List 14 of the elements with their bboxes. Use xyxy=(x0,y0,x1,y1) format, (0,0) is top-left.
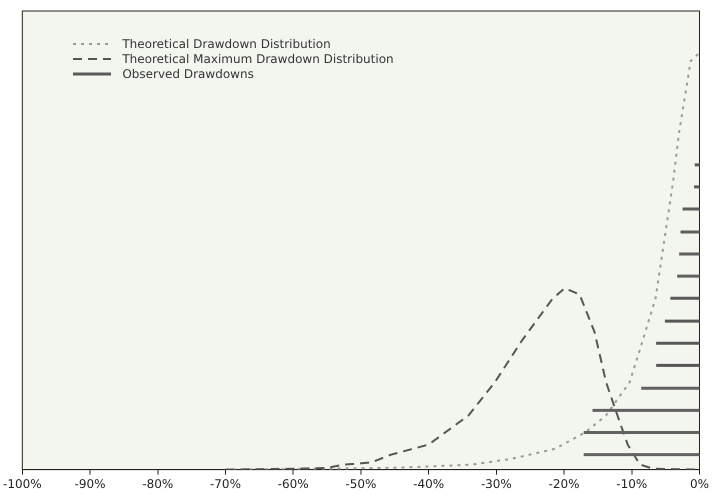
x-tick-label: -60% xyxy=(278,476,309,491)
x-tick-label: -30% xyxy=(480,476,512,491)
legend-label: Observed Drawdowns xyxy=(122,66,254,80)
x-tick-label: -100% xyxy=(3,476,42,491)
x-tick-label: -90% xyxy=(74,476,106,491)
legend-label: Theoretical Drawdown Distribution xyxy=(122,36,331,50)
x-tick-label: -70% xyxy=(210,476,241,491)
x-tick-label: 0% xyxy=(690,476,710,491)
x-tick-label: -50% xyxy=(345,476,376,491)
x-tick-label: -40% xyxy=(413,476,444,491)
x-tick-label: -80% xyxy=(142,476,174,491)
x-tick-label: -20% xyxy=(548,476,580,491)
x-tick-label: -10% xyxy=(616,476,648,491)
legend-label: Theoretical Maximum Drawdown Distribution xyxy=(122,52,394,66)
